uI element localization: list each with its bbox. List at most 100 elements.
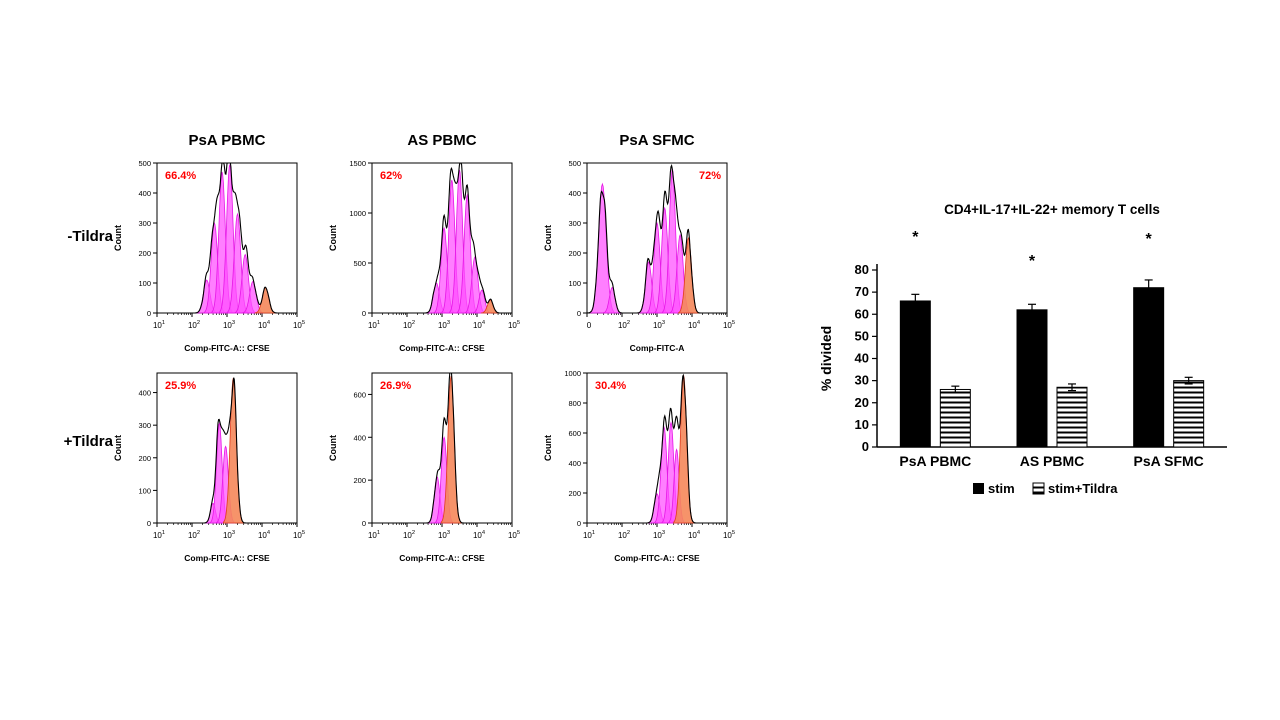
- svg-text:104: 104: [258, 320, 271, 330]
- y-tick-label: 0: [862, 439, 869, 454]
- y-axis-title: % divided: [818, 326, 834, 391]
- svg-text:104: 104: [688, 530, 701, 540]
- svg-text:102: 102: [403, 320, 415, 330]
- chart-title: CD4+IL-17+IL-22+ memory T cells: [944, 202, 1160, 217]
- y-tick-label: 600: [353, 390, 366, 399]
- flow-plot-psa-pbmc-plus-tildra: 0 100 200 300 400 101 102 103 104 105 Comp-FITC-A:…: [112, 365, 327, 565]
- y-axis-title: Count: [543, 435, 553, 461]
- svg-text:103: 103: [223, 320, 235, 330]
- flow-histogram-psa-sfmc-plus-tildra: 0 200 400 600 800 1000 101 102 103 104 105 Comp-FIT…: [543, 369, 735, 563]
- y-tick-label: 400: [353, 433, 366, 442]
- category-label-psa-pbmc: PsA PBMC: [899, 453, 971, 469]
- svg-text:105: 105: [723, 530, 735, 540]
- svg-text:102: 102: [403, 530, 415, 540]
- percent-divided-label: 66.4%: [165, 170, 196, 182]
- flow-histogram-psa-pbmc-minus-tildra: 0 100 200 300 400 500 101 102 103 104 105 Comp-FITC…: [113, 159, 305, 353]
- flow-plot-psa-sfmc-minus-tildra: 0 100 200 300 400 500 0 102 103 104 105 Comp-FITC-A…: [542, 155, 757, 355]
- y-tick-label: 60: [855, 306, 869, 321]
- svg-text:103: 103: [438, 530, 450, 540]
- y-tick-label: 70: [855, 284, 869, 299]
- bar-stim-psa-sfmc: [1133, 287, 1165, 448]
- histogram-envelope: [157, 162, 297, 314]
- svg-text:104: 104: [688, 320, 701, 330]
- y-tick-label: 1000: [349, 209, 366, 218]
- flow-plot-as-pbmc-minus-tildra: 0 500 1000 1500 101 102 103 104 105 Comp-FITC-A::…: [327, 155, 542, 355]
- x-axis-title: Comp-FITC-A:: CFSE: [614, 553, 700, 563]
- y-tick-label: 20: [855, 395, 869, 410]
- x-axis-title: Comp-FITC-A: [630, 343, 685, 353]
- percent-divided-bar-chart: CD4+IL-17+IL-22+ memory T cells 0 10 20 30 40…: [818, 202, 1227, 496]
- svg-text:102: 102: [188, 320, 200, 330]
- y-tick-label: 0: [362, 519, 366, 528]
- y-tick-label: 300: [568, 219, 581, 228]
- svg-text:0: 0: [587, 321, 592, 330]
- percent-divided-label: 72%: [699, 170, 721, 182]
- svg-text:104: 104: [473, 530, 486, 540]
- significance-marker: *: [1146, 231, 1153, 248]
- y-tick-label: 200: [138, 249, 151, 258]
- y-tick-label: 0: [577, 519, 581, 528]
- significance-marker: *: [912, 229, 919, 246]
- histogram-envelope: [372, 372, 512, 524]
- x-axis-title: Comp-FITC-A:: CFSE: [184, 343, 270, 353]
- svg-text:105: 105: [508, 530, 520, 540]
- legend-stim-tildra-label: stim+Tildra: [1048, 481, 1118, 496]
- svg-text:104: 104: [473, 320, 486, 330]
- column-title-as-pbmc: AS PBMC: [407, 132, 477, 149]
- histogram-envelope: [587, 373, 727, 524]
- y-tick-label: 100: [138, 486, 151, 495]
- y-tick-label: 200: [138, 454, 151, 463]
- row-label-plus-tildra: +Tildra: [63, 433, 113, 450]
- flow-plot-psa-pbmc-minus-tildra: 0 100 200 300 400 500 101 102 103 104 105 Comp-FITC…: [112, 155, 327, 355]
- legend-stim-label: stim: [988, 481, 1015, 496]
- svg-text:103: 103: [223, 530, 235, 540]
- y-tick-label: 10: [855, 417, 869, 432]
- bar-stim-psa-pbmc: [899, 300, 931, 448]
- legend-stim-tildra-swatch: [1032, 482, 1045, 495]
- category-label-as-pbmc: AS PBMC: [1020, 453, 1085, 469]
- svg-text:102: 102: [188, 530, 200, 540]
- histogram-envelope: [586, 163, 727, 314]
- y-tick-label: 500: [568, 159, 581, 168]
- y-axis-title: Count: [328, 435, 338, 461]
- x-axis-title: Comp-FITC-A:: CFSE: [399, 553, 485, 563]
- x-axis-title: Comp-FITC-A:: CFSE: [399, 343, 485, 353]
- y-axis-title: Count: [113, 435, 123, 461]
- y-tick-label: 200: [353, 476, 366, 485]
- y-tick-label: 80: [855, 262, 869, 277]
- y-tick-label: 800: [568, 399, 581, 408]
- significance-marker: *: [1029, 253, 1036, 270]
- y-tick-label: 100: [138, 279, 151, 288]
- y-tick-label: 400: [138, 189, 151, 198]
- svg-text:105: 105: [508, 320, 520, 330]
- y-tick-label: 600: [568, 429, 581, 438]
- svg-text:104: 104: [258, 530, 271, 540]
- flow-plot-as-pbmc-plus-tildra: 0 200 400 600 101 102 103 104 105 Comp-FITC-A:: C…: [327, 365, 542, 565]
- y-tick-label: 200: [568, 249, 581, 258]
- row-label-minus-tildra: -Tildra: [67, 228, 113, 245]
- y-tick-label: 300: [138, 421, 151, 430]
- y-axis-title: Count: [543, 225, 553, 251]
- bar-stim-as-pbmc: [1016, 309, 1048, 448]
- percent-divided-label: 26.9%: [380, 380, 411, 392]
- svg-text:103: 103: [653, 530, 665, 540]
- y-tick-label: 300: [138, 219, 151, 228]
- svg-text:101: 101: [153, 530, 165, 540]
- y-tick-label: 400: [138, 389, 151, 398]
- category-label-psa-sfmc: PsA SFMC: [1134, 453, 1204, 469]
- histogram-envelope: [157, 377, 297, 524]
- flow-plot-psa-sfmc-plus-tildra: 0 200 400 600 800 1000 101 102 103 104 105 Comp-FIT…: [542, 365, 757, 565]
- svg-text:101: 101: [368, 320, 380, 330]
- svg-text:105: 105: [293, 320, 305, 330]
- percent-divided-label: 62%: [380, 170, 402, 182]
- y-tick-label: 100: [568, 279, 581, 288]
- svg-text:103: 103: [653, 320, 665, 330]
- histogram-envelope: [372, 162, 512, 314]
- svg-text:101: 101: [583, 530, 595, 540]
- percent-divided-label: 25.9%: [165, 380, 196, 392]
- y-tick-label: 0: [147, 309, 151, 318]
- y-tick-label: 1500: [349, 159, 366, 168]
